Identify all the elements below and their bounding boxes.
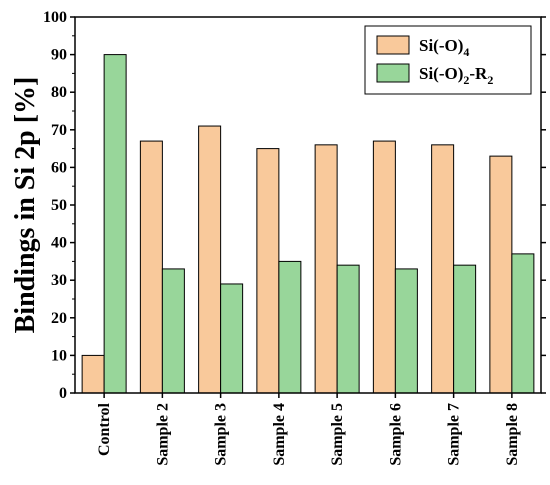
legend-swatch [376,35,410,55]
bar-si-o4-sample-8 [489,155,513,394]
bar-si-o4-sample-6 [372,140,396,394]
y-tick-label: 90 [51,47,67,64]
y-axis-title: Bindings in Si 2p [%] [10,77,41,334]
bar-si-o2-r2-sample-6 [394,268,418,394]
bar-si-o2-r2-sample-5 [336,264,360,394]
y-tick-label: 70 [51,122,67,139]
y-axis: 0 10 20 30 40 50 60 70 80 90 100 [43,9,546,402]
bar-si-o4-control [81,354,105,394]
x-tick-label: Sample 8 [504,403,521,466]
x-tick-label: Sample 3 [213,403,230,466]
y-tick-label: 80 [51,84,67,101]
bar-si-o2-r2-sample-7 [453,264,477,394]
x-tick-label: Sample 6 [387,403,404,466]
legend-label: Si(-O)4 [419,36,469,59]
x-tick-label: Sample 5 [329,403,346,466]
y-tick-label: 100 [43,9,67,26]
bar-si-o4-sample-3 [198,125,222,394]
x-axis: Control Sample 2 Sample 3 Sample 4 Sample 5 S… [96,393,521,466]
bar-si-o2-r2-sample-3 [220,283,244,394]
bars-group [81,54,535,394]
y-tick-label: 30 [51,272,67,289]
y-tick-label: 20 [51,310,67,327]
legend-swatch [376,63,410,83]
bar-si-o2-r2-sample-8 [511,253,535,394]
bar-si-o2-r2-control [103,54,127,394]
x-tick-label: Sample 7 [446,403,463,466]
x-tick-label: Sample 4 [271,403,288,466]
bar-si-o2-r2-sample-4 [278,260,302,394]
y-tick-label: 50 [51,197,67,214]
y-tick-label: 10 [51,347,67,364]
y-tick-label: 40 [51,235,67,252]
bar-si-o4-sample-7 [431,144,455,394]
y-tick-label: 60 [51,159,67,176]
legend: Si(-O)4 Si(-O)2-R2 [364,25,532,95]
x-tick-label: Control [96,402,113,456]
legend-label: Si(-O)2-R2 [419,64,493,87]
x-tick-label: Sample 2 [154,403,171,466]
bar-si-o2-r2-sample-2 [161,268,185,394]
y-tick-label: 0 [59,385,67,402]
bar-si-o4-sample-2 [139,140,163,394]
bar-si-o4-sample-5 [314,144,338,394]
bar-si-o4-sample-4 [256,148,280,394]
